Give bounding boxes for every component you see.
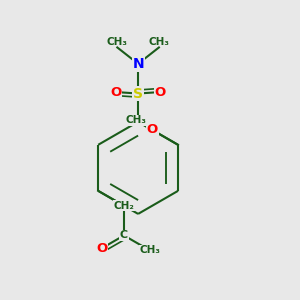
Text: C: C [120,230,128,241]
Text: CH₃: CH₃ [148,38,170,47]
Text: O: O [110,85,122,98]
Text: O: O [147,123,158,136]
Text: CH₃: CH₃ [107,38,128,47]
Text: O: O [155,85,166,98]
Text: CH₃: CH₃ [139,245,160,255]
Text: O: O [96,242,108,255]
Text: CH₂: CH₂ [113,201,134,211]
Text: N: N [132,57,144,71]
Text: S: S [133,86,143,100]
Text: CH₃: CH₃ [125,115,146,125]
